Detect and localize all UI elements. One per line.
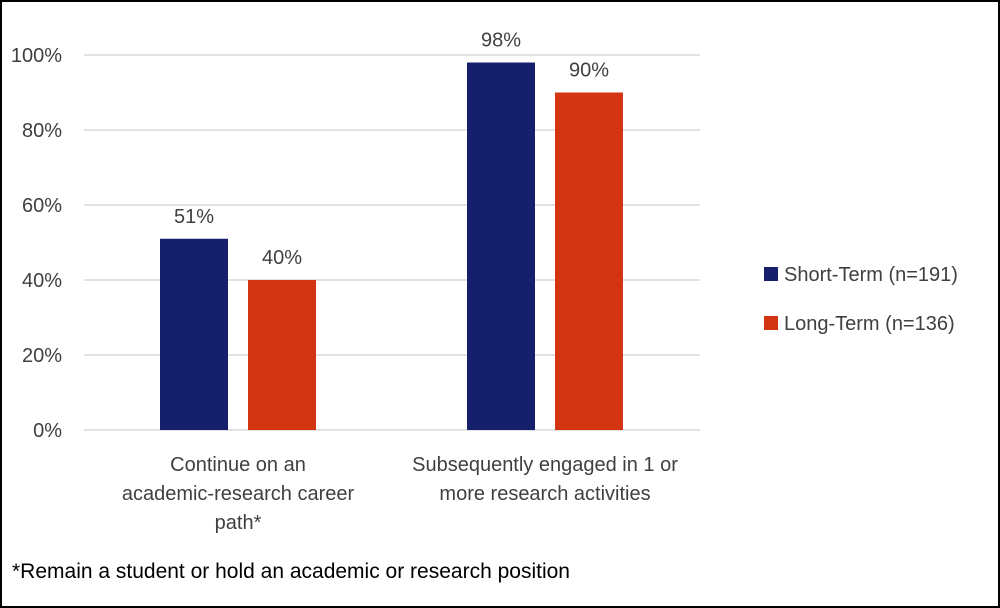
data-label: 98%	[481, 30, 521, 52]
x-category-label: academic-research career	[122, 483, 355, 505]
bar-long-term	[248, 280, 316, 430]
data-label: 40%	[262, 247, 302, 269]
y-tick-label: 100%	[11, 45, 62, 67]
x-category-label: Continue on an	[170, 454, 306, 476]
legend-swatch	[764, 267, 778, 281]
data-label: 90%	[569, 60, 609, 82]
y-tick-label: 40%	[22, 270, 62, 292]
y-tick-label: 0%	[33, 420, 62, 442]
legend-label: Short-Term (n=191)	[784, 264, 958, 286]
bar-long-term	[555, 92, 623, 430]
legend-swatch	[764, 316, 778, 330]
data-label: 51%	[174, 206, 214, 228]
bar-short-term	[160, 238, 228, 430]
footnote: *Remain a student or hold an academic or…	[12, 560, 570, 583]
bar-short-term	[467, 62, 535, 430]
y-tick-label: 80%	[22, 120, 62, 142]
x-category-label: more research activities	[439, 483, 650, 505]
y-tick-label: 20%	[22, 345, 62, 367]
y-tick-label: 60%	[22, 195, 62, 217]
x-category-label: Subsequently engaged in 1 or	[412, 454, 678, 476]
x-category-label: path*	[215, 512, 262, 534]
legend-label: Long-Term (n=136)	[784, 313, 955, 335]
